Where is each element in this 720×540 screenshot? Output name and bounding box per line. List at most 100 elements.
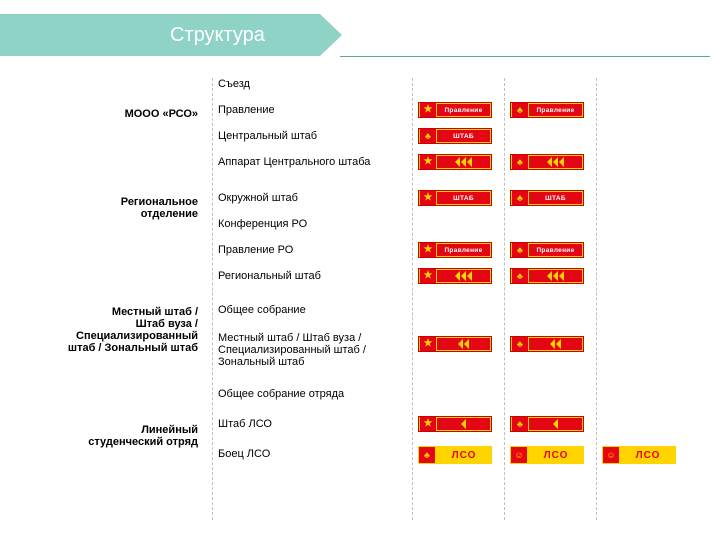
chevron-icon: [556, 339, 561, 349]
chevron-icon: [467, 271, 472, 281]
levels-column: МООО «РСО»РегиональноеотделениеМестный ш…: [18, 78, 208, 520]
badge-strip: [437, 156, 490, 168]
divider-line: [596, 78, 597, 520]
item-label: Аппарат Центрального штаба: [218, 156, 408, 168]
badge-strip: ШТАБ: [437, 130, 490, 142]
badge-strip: [529, 156, 582, 168]
rank-badge: ♣ ШТАБ: [418, 128, 492, 144]
level-label: МООО «РСО»: [18, 108, 208, 120]
divider-line: [504, 78, 505, 520]
chevron-icon: [559, 271, 564, 281]
flame-icon: ♣: [517, 194, 523, 203]
rank-badge: ♣ Правление: [510, 102, 584, 118]
badge-icon-box: ★: [420, 417, 436, 431]
person-icon: ☺: [606, 451, 615, 460]
badge-column-2: ♣ Правление ♣ ♣ ШТАБ ♣ Правление ♣ ♣ ♣ ☺ЛСО: [510, 78, 592, 520]
header-underline: [340, 56, 710, 57]
badge-strip: [529, 270, 582, 282]
chevron-icon: [553, 419, 558, 429]
flame-icon: ♣: [517, 420, 523, 429]
item-label: Конференция РО: [218, 218, 408, 230]
star-icon: ★: [424, 157, 433, 167]
flame-icon: ♣: [425, 132, 431, 141]
badge-icon-box: ★: [420, 191, 436, 205]
item-label: Боец ЛСО: [218, 448, 408, 460]
badge-strip: Правление: [529, 244, 582, 256]
flame-icon: ♣: [517, 158, 523, 167]
header-arrow-icon: [320, 14, 342, 56]
chevron-icon: [467, 157, 472, 167]
item-label: Окружной штаб: [218, 192, 408, 204]
badge-text: ШТАБ: [453, 195, 474, 202]
badge-strip: Правление: [437, 104, 490, 116]
item-label: Местный штаб / Штаб вуза /Специализирова…: [218, 332, 408, 368]
lso-badge: ☺ЛСО: [510, 446, 584, 464]
items-column: СъездПравлениеЦентральный штабАппарат Це…: [218, 78, 408, 520]
item-label: Центральный штаб: [218, 130, 408, 142]
badge-icon-box: ♣: [512, 337, 528, 351]
badge-text: Правление: [444, 247, 482, 254]
chevron-icon: [461, 419, 466, 429]
header-band: Структура: [0, 14, 320, 56]
chevron-icon: [547, 157, 552, 167]
rank-badge: ♣: [510, 416, 584, 432]
star-icon: ★: [424, 245, 433, 255]
flame-icon: ♣: [517, 106, 523, 115]
badge-icon-box: ♣: [512, 191, 528, 205]
flame-icon: ♣: [517, 272, 523, 281]
chevron-icon: [553, 157, 558, 167]
star-icon: ★: [424, 419, 433, 429]
badge-text: Правление: [536, 107, 574, 114]
rank-badge: ★ Правление: [418, 102, 492, 118]
chevron-icon: [464, 339, 469, 349]
lso-badge: ☺ ЛСО: [602, 446, 676, 464]
badge-icon-box: ★: [420, 337, 436, 351]
page-title: Структура: [170, 24, 265, 47]
rank-badge: ★ Правление: [418, 242, 492, 258]
level-label: Местный штаб /Штаб вуза /Специализирован…: [18, 306, 208, 354]
chevron-icon: [559, 157, 564, 167]
rank-badge: ★: [418, 154, 492, 170]
badge-icon-box: ♣: [512, 269, 528, 283]
rank-badge: ★ ШТАБ: [418, 190, 492, 206]
badge-text: ШТАБ: [453, 133, 474, 140]
rank-badge: ♣: [510, 154, 584, 170]
chevron-icon: [461, 271, 466, 281]
chevron-icon: [455, 157, 460, 167]
badge-text: ЛСО: [436, 450, 492, 461]
item-label: Правление РО: [218, 244, 408, 256]
rank-badge: ♣: [510, 268, 584, 284]
badge-icon-box: ♣: [420, 129, 436, 143]
badge-strip: [437, 338, 490, 350]
star-icon: ★: [424, 105, 433, 115]
badge-icon-box: ♣: [512, 417, 528, 431]
badge-column-3: ☺ ЛСО: [602, 78, 684, 520]
item-label: Региональный штаб: [218, 270, 408, 282]
badge-text: Правление: [444, 107, 482, 114]
star-icon: ★: [424, 271, 433, 281]
badge-strip: [437, 418, 490, 430]
badge-icon-box: ★: [420, 243, 436, 257]
item-label: Правление: [218, 104, 408, 116]
badge-text: ЛСО: [620, 450, 676, 461]
rank-badge: ♣: [510, 336, 584, 352]
star-icon: ★: [424, 339, 433, 349]
badge-strip: Правление: [437, 244, 490, 256]
rank-badge: ★: [418, 336, 492, 352]
badge-strip: [529, 418, 582, 430]
flame-icon: ♣: [517, 246, 523, 255]
badge-icon-box: ♣: [512, 155, 528, 169]
badge-icon-box: ♣: [512, 243, 528, 257]
badge-text: ШТАБ: [545, 195, 566, 202]
badge-icon-box: ♣: [512, 103, 528, 117]
badge-strip: ШТАБ: [437, 192, 490, 204]
divider-line: [412, 78, 413, 520]
rank-badge: ♣ Правление: [510, 242, 584, 258]
divider-line: [212, 78, 213, 520]
chevron-icon: [455, 271, 460, 281]
badge-column-1: ★Правление♣ШТАБ★★ШТАБ★Правление★★★♣ЛСО: [418, 78, 500, 520]
item-label: Общее собрание отряда: [218, 388, 408, 400]
person-icon: ☺: [514, 451, 523, 460]
badge-strip: [437, 270, 490, 282]
badge-strip: Правление: [529, 104, 582, 116]
